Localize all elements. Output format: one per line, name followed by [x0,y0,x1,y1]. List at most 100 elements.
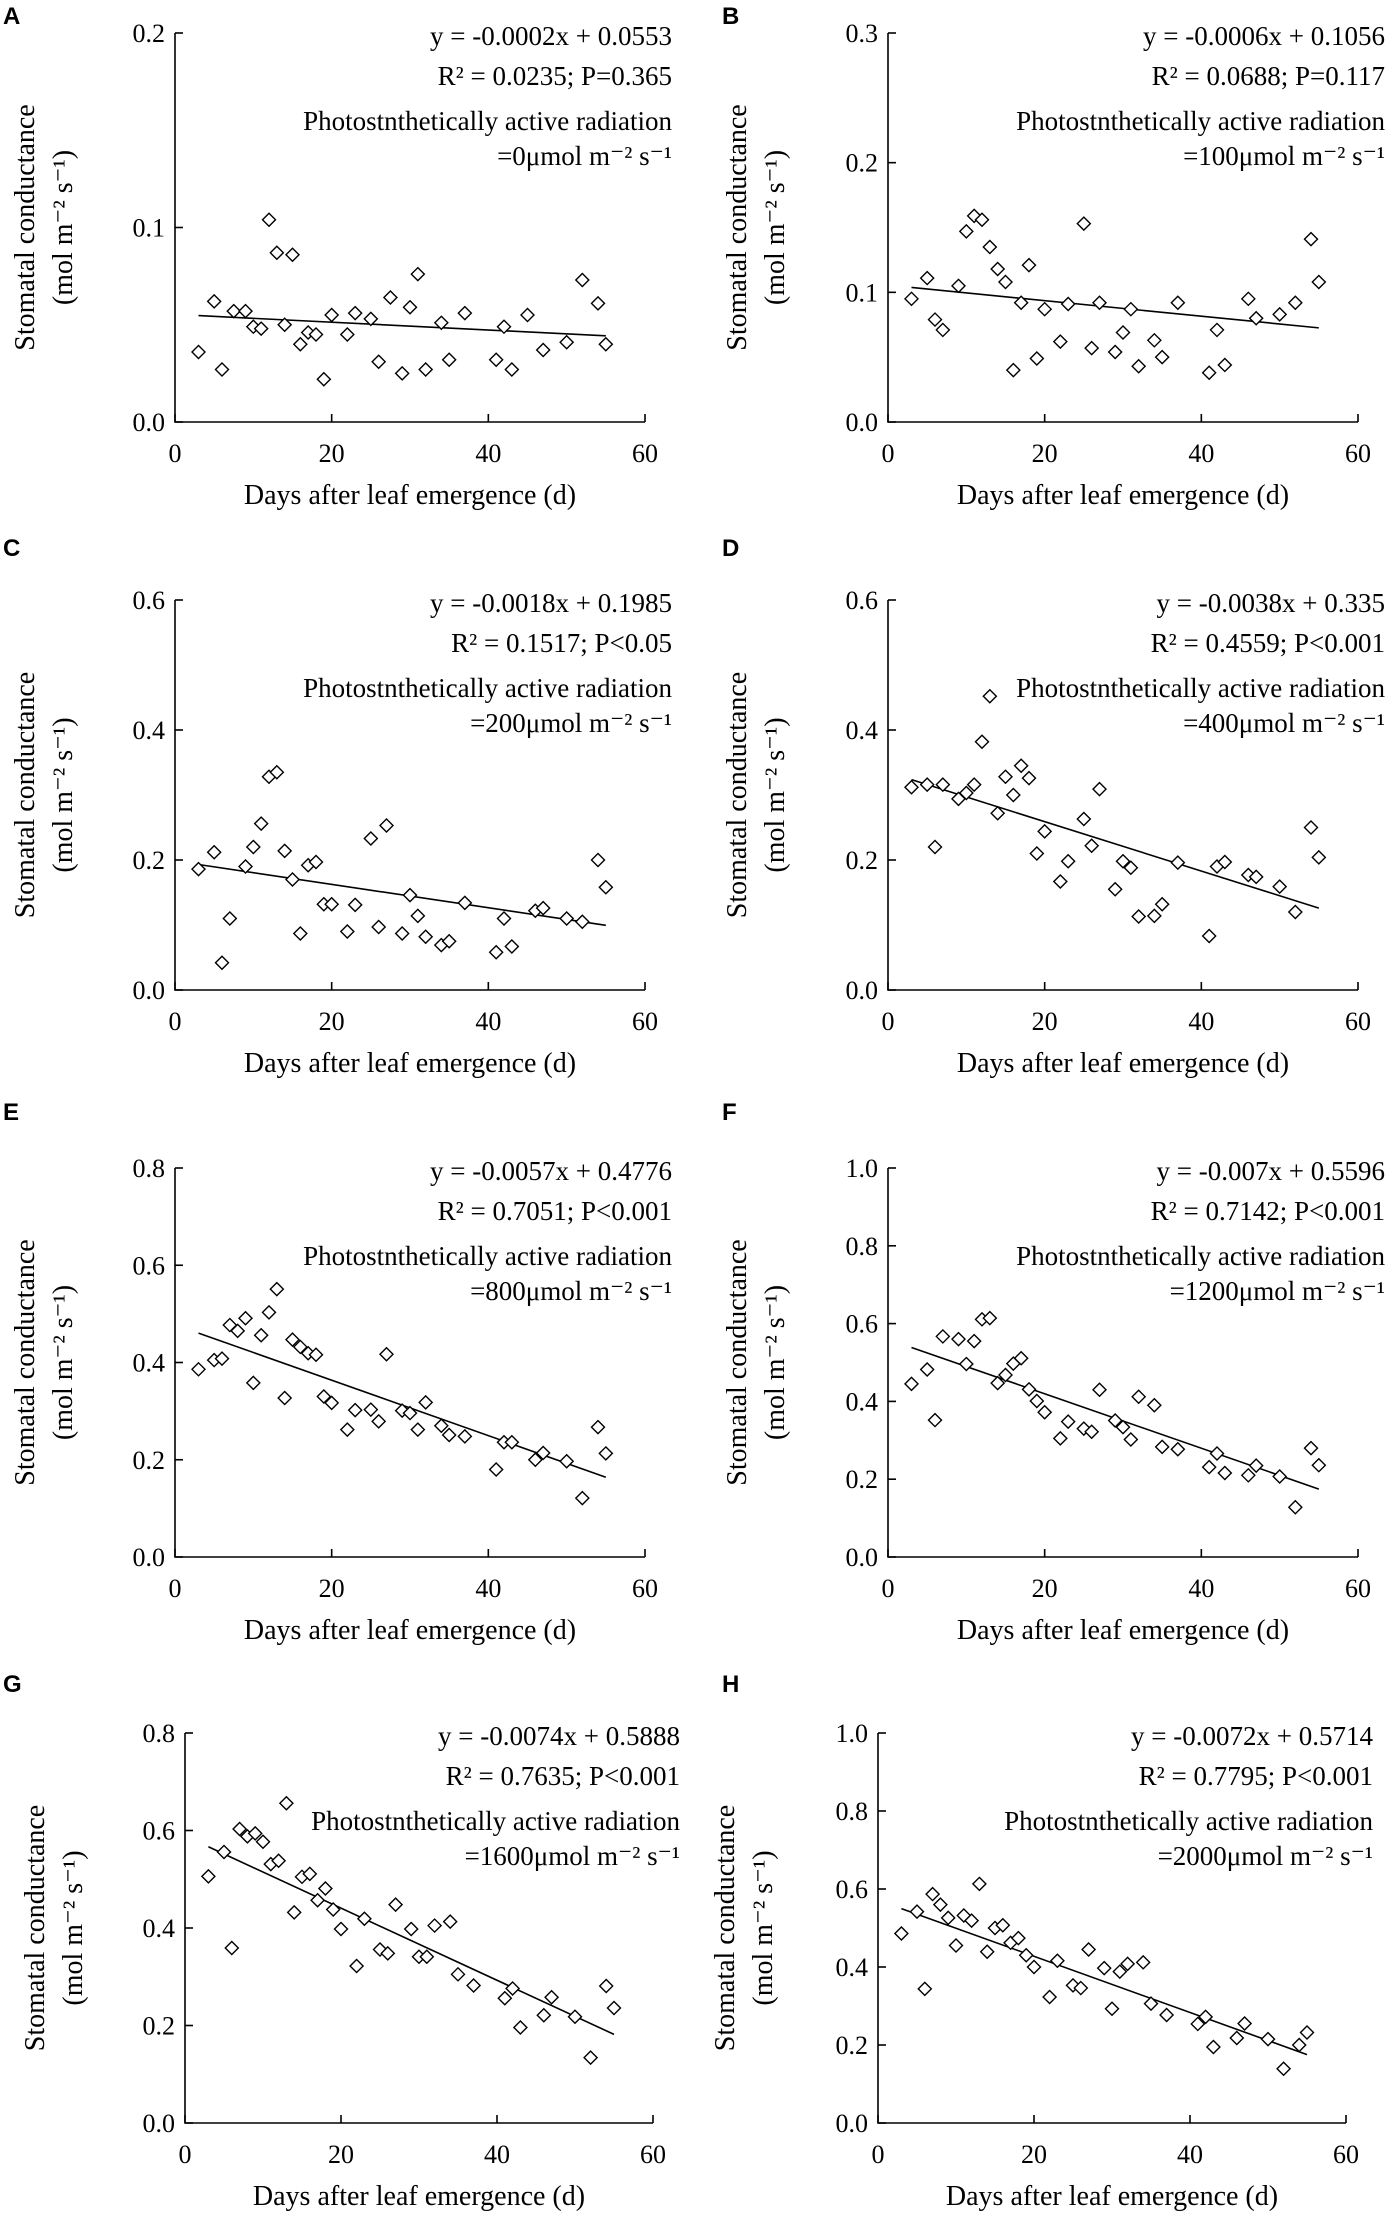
y-tick-label: 0.6 [133,1251,166,1280]
data-point [442,1914,458,1930]
data-point [1037,823,1053,839]
x-tick-label: 60 [632,439,658,468]
axes-frame [877,1733,1346,2124]
data-point [418,929,434,945]
data-point [559,911,575,926]
data-point [317,1881,333,1896]
data-point [904,779,919,795]
x-tick-label: 0 [169,1574,182,1603]
data-point [488,1461,504,1477]
data-point [990,805,1006,821]
data-point [598,1978,614,1994]
data-point [1272,1468,1288,1484]
data-point [302,1866,318,1882]
data-point [1029,1393,1045,1409]
data-point [410,908,426,924]
data-point [324,307,340,323]
data-point [206,293,222,309]
data-point [520,307,535,323]
y-tick-label: 0.4 [836,1953,869,1982]
data-point [269,245,285,261]
data-point [285,1332,300,1348]
data-point [935,1328,951,1344]
data-point [402,299,418,315]
y-axis-unit: (mol m⁻² s⁻¹) [58,1850,89,2005]
data-point [966,1333,982,1349]
data-point [1287,295,1303,311]
data-point [1201,365,1217,381]
panel-e: E 0.0 0.2 0.4 0.6 0.8 0 20 40 60 Days after leaf e… [3,1099,672,1646]
y-axis-unit: (mol m⁻² s⁻¹) [48,1285,79,1440]
data-point [1170,1441,1186,1457]
data-point [410,266,426,282]
data-point [990,1375,1006,1391]
data-point [1170,855,1186,871]
data-point [1135,1954,1151,1970]
x-tick-label: 40 [475,1007,501,1036]
data-point [1112,1964,1128,1980]
x-tick-label: 60 [1345,1574,1371,1603]
data-point [1096,1960,1112,1976]
data-point [904,291,919,307]
data-point [214,1351,230,1367]
data-point [308,326,324,342]
data-point [927,1412,943,1428]
x-tick-label: 60 [1345,1007,1371,1036]
x-tick-label: 40 [484,2140,510,2169]
panel-letter: C [3,535,20,562]
data-point [371,354,387,370]
x-axis-label: Days after leaf emergence (d) [957,480,1289,511]
data-point [247,1825,263,1841]
y-tick-label: 0.0 [846,408,879,437]
data-point [590,295,606,311]
data-point [904,1376,919,1392]
data-point [1146,1397,1162,1413]
y-tick-label: 1.0 [836,1719,869,1748]
x-tick-label: 20 [1032,1007,1058,1036]
data-point [504,361,520,377]
data-point [1123,860,1139,876]
data-point [496,319,512,335]
data-point [1021,770,1037,786]
data-point [457,305,473,321]
data-point [191,344,206,360]
x-axis-label: Days after leaf emergence (d) [253,2181,585,2212]
regression-line [911,286,1319,329]
x-tick-label: 60 [632,1574,658,1603]
y-axis-label: Stomatal conductance [20,1805,51,2051]
data-point [1154,1439,1170,1455]
data-point [1115,325,1131,341]
x-tick-label: 0 [882,1574,895,1603]
data-point [1060,853,1076,869]
data-point [982,239,998,255]
panel-b: B 0.0 0.1 0.2 0.3 0 20 40 60 Days after leaf emer… [722,3,1386,511]
data-point [1146,332,1162,348]
data-point [488,352,504,368]
data-point [505,1980,521,1996]
data-point [1201,928,1217,944]
data-point [238,303,253,319]
data-point [371,919,387,935]
y-axis-unit: (mol m⁻² s⁻¹) [48,717,79,872]
data-point [974,734,990,750]
data-point [583,2050,599,2066]
data-point [261,1304,277,1320]
axes-frame [184,1733,653,2124]
par-annotation-value: =0μmol m⁻² s⁻¹ [497,141,672,171]
data-point [450,1966,466,1982]
data-point [339,924,355,939]
panel-f: F 0.0 0.2 0.4 0.6 0.8 1.0 0 20 40 60 Days after lea… [722,1099,1386,1646]
data-point [245,1375,261,1391]
data-point [574,914,590,930]
data-point [1209,1446,1225,1462]
par-annotation-value: =2000μmol m⁻² s⁻¹ [1158,1841,1373,1871]
data-point [1021,1381,1037,1397]
data-point [940,1910,956,1926]
data-point [932,1897,948,1913]
y-axis-label: Stomatal conductance [10,104,41,350]
x-tick-label: 20 [1032,1574,1058,1603]
data-point [1081,1941,1097,1957]
data-point [1240,291,1256,307]
y-tick-label: 0.2 [133,19,166,48]
data-point [504,938,520,954]
